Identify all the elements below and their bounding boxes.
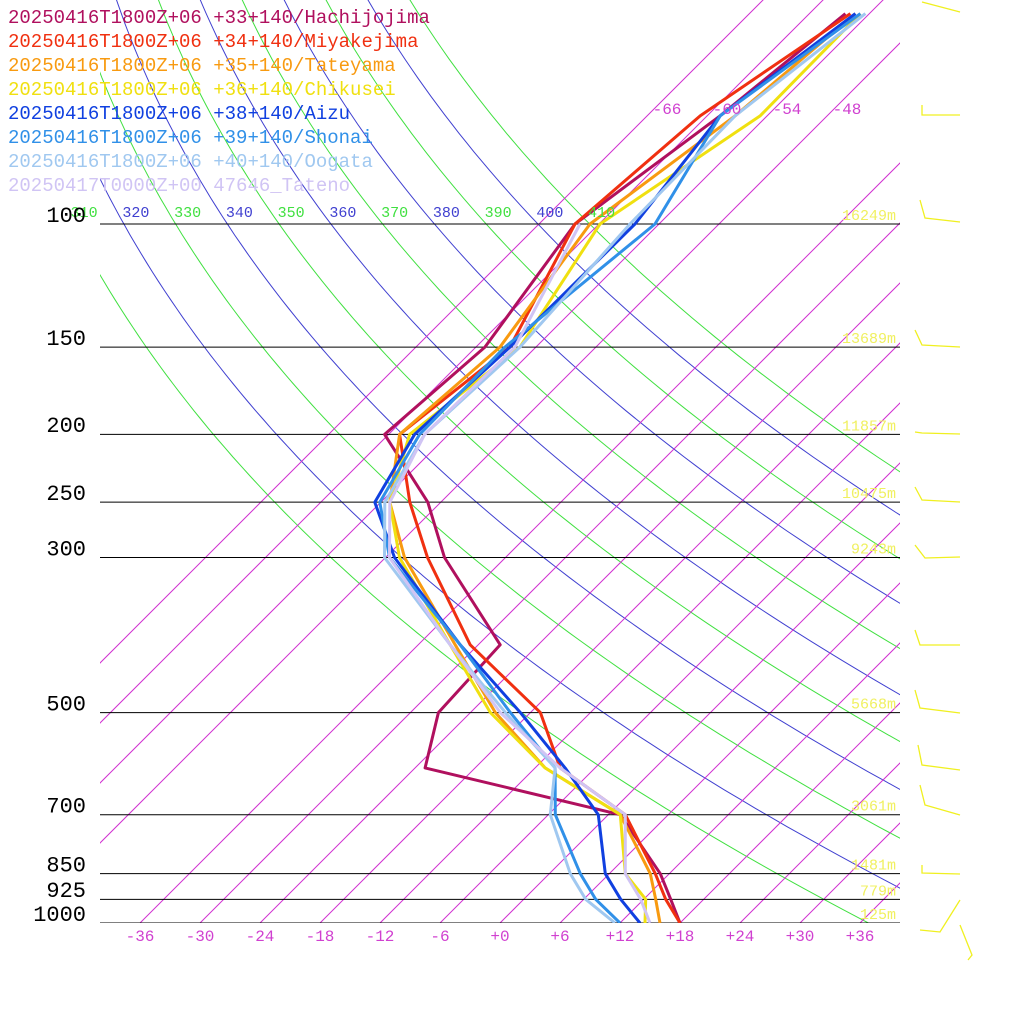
y-tick-label: 1000 [33,903,86,928]
y-tick-label: 150 [46,327,86,352]
legend-entry: 20250416T1800Z+06 +40+140/Oogata [8,151,373,173]
height-label: 16249m [842,208,896,225]
x-tick-label: -18 [306,928,335,946]
isotherm-label: -54 [773,101,802,119]
x-tick-label: -12 [366,928,395,946]
profile-line [388,12,862,923]
x-tick-label: +0 [490,928,509,946]
theta-label: 310 [71,205,98,222]
isotherm [739,762,900,923]
isotherm [319,342,900,923]
adiabat [199,0,900,696]
height-label: 13689m [842,331,896,348]
isotherm [619,642,900,923]
x-tick-label: -6 [430,928,449,946]
grid [100,0,900,923]
labels: 310 320 330 340 350 360 370 380 390 400 410 -36 -30 -… [8,7,896,946]
y-tick-label: 100 [46,204,86,229]
height-label: 1481m [851,858,896,875]
height-label: 125m [860,907,896,924]
legend-entry: 20250416T1800Z+06 +39+140/Shonai [8,127,373,149]
isotherm [379,402,900,923]
adiabat [100,177,900,889]
y-tick-label: 850 [46,853,86,878]
adiabat [325,0,900,560]
isotherm [799,822,900,923]
wind-barbs [914,1,973,961]
profile-line [383,12,867,923]
isotherm [499,522,900,923]
profiles [373,12,867,923]
adiabat [241,0,900,650]
theta-label: 330 [174,205,201,222]
x-tick-label: -30 [186,928,215,946]
height-label: 10475m [842,486,896,503]
adiabat [100,273,870,923]
legend-entry: 20250416T1800Z+06 +35+140/Tateyama [8,55,396,77]
y-tick-label: 250 [46,482,86,507]
adiabat [116,0,900,791]
profile-line [398,12,852,923]
adiabat [367,0,900,516]
profile-line [388,12,857,923]
profile-line [378,12,862,923]
theta-label: 350 [278,205,305,222]
x-tick-label: +6 [550,928,569,946]
y-tick-label: 200 [46,414,86,439]
height-label: 11857m [842,418,896,435]
profile-line [383,12,847,923]
theta-label: 390 [485,205,512,222]
legend-entry: 20250416T1800Z+06 +38+140/Aizu [8,103,350,125]
isotherm [679,702,900,923]
height-label: 3061m [851,799,896,816]
y-tick-label: 300 [46,537,86,562]
theta-label: 410 [588,205,615,222]
profile-line [388,223,652,923]
x-tick-label: +24 [726,928,755,946]
height-label: 779m [860,883,896,900]
isotherm-label: -66 [653,101,682,119]
legend-entry: 20250417T0000Z+00 47646_Tateno [8,175,350,197]
x-tick-label: -36 [126,928,155,946]
adiabat [100,71,900,839]
x-tick-label: +30 [786,928,815,946]
legend-entry: 20250416T1800Z+06 +36+140/Chikusei [8,79,396,101]
theta-label: 340 [226,205,253,222]
profile-line [373,12,857,923]
theta-label: 320 [122,205,149,222]
y-tick-label: 500 [46,692,86,717]
theta-label: 360 [329,205,356,222]
legend-entry: 20250416T1800Z+06 +33+140/Hachijojima [8,7,430,29]
theta-label: 400 [536,205,563,222]
y-tick-label: 700 [46,795,86,820]
isotherm-label: -60 [713,101,742,119]
theta-label: 370 [381,205,408,222]
isotherm [439,462,900,923]
adiabat [409,0,900,473]
theta-label: 380 [433,205,460,222]
y-tick-label: 925 [46,879,86,904]
height-label: 5668m [851,697,896,714]
x-tick-label: +18 [666,928,695,946]
x-tick-label: +12 [606,928,635,946]
legend-entry: 20250416T1800Z+06 +34+140/Miyakejima [8,31,418,53]
adiabat [283,0,900,604]
isotherm-label: -48 [833,101,862,119]
adiabat [157,0,900,743]
x-tick-label: +36 [846,928,875,946]
isotherm [559,582,900,923]
height-label: 9243m [851,541,896,558]
x-tick-label: -24 [246,928,275,946]
isotherm [259,282,900,923]
